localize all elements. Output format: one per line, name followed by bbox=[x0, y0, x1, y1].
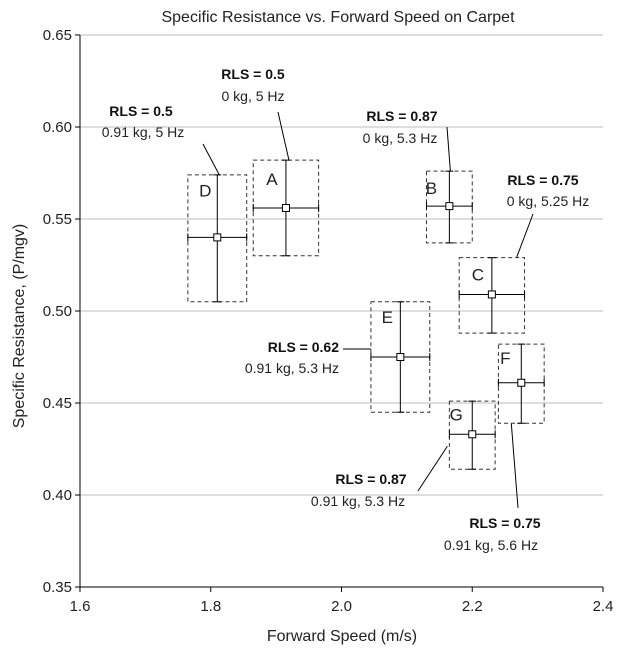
leader-line-G bbox=[417, 446, 448, 492]
chart-title: Specific Resistance vs. Forward Speed on… bbox=[161, 9, 515, 26]
y-tick-label: 0.55 bbox=[43, 211, 72, 228]
y-tick-label: 0.40 bbox=[43, 487, 72, 504]
point-letter-C: C bbox=[472, 265, 484, 284]
rls-label-B: RLS = 0.87 bbox=[366, 108, 437, 124]
x-tick-label: 2.2 bbox=[462, 598, 483, 615]
leader-line-C bbox=[516, 213, 534, 258]
point-marker-E bbox=[396, 353, 405, 361]
annotations: RLS = 0.5 0 kg, 5 Hz RLS = 0.87 0 kg, 5.3 H… bbox=[102, 66, 590, 553]
rls-label-A: RLS = 0.5 bbox=[221, 66, 285, 82]
point-letter-F: F bbox=[500, 349, 510, 368]
point-marker-F bbox=[517, 378, 526, 387]
y-tick-labels: 0.35 0.40 0.45 0.50 0.55 0.60 0.65 bbox=[43, 27, 72, 596]
y-tick-label: 0.35 bbox=[43, 579, 72, 596]
point-letter-D: D bbox=[199, 181, 211, 200]
conditions-label-B: 0 kg, 5.3 Hz bbox=[363, 130, 438, 146]
x-tick-label: 1.6 bbox=[70, 598, 91, 615]
grid-lines bbox=[80, 34, 603, 496]
conditions-label-C: 0 kg, 5.25 Hz bbox=[507, 193, 590, 209]
y-tick-label: 0.45 bbox=[43, 395, 72, 412]
point-marker-B bbox=[445, 202, 454, 211]
point-letter-A: A bbox=[266, 170, 278, 189]
point-marker-A bbox=[281, 203, 290, 212]
x-tick-labels: 1.6 1.8 2.0 2.2 2.4 bbox=[70, 598, 614, 615]
point-letter-G: G bbox=[450, 405, 463, 424]
y-tick-label: 0.60 bbox=[43, 119, 72, 136]
rls-label-E: RLS = 0.62 bbox=[268, 339, 339, 355]
point-marker-G bbox=[468, 430, 477, 439]
leader-line-D bbox=[202, 143, 220, 176]
data-points: A B C D E F G bbox=[187, 159, 545, 470]
x-tick-label: 2.4 bbox=[593, 598, 614, 615]
y-axis-label: Specific Resistance, (P/mgv) bbox=[11, 224, 28, 429]
conditions-label-F: 0.91 kg, 5.6 Hz bbox=[444, 537, 538, 553]
y-tick-label: 0.65 bbox=[43, 27, 72, 44]
leader-line-F bbox=[510, 423, 519, 509]
rls-label-C: RLS = 0.75 bbox=[507, 172, 578, 188]
leader-line-B bbox=[446, 126, 451, 172]
rls-label-G: RLS = 0.87 bbox=[335, 471, 406, 487]
annotation-leaders bbox=[202, 111, 534, 509]
x-axis-label: Forward Speed (m/s) bbox=[267, 628, 417, 645]
point-letter-B: B bbox=[426, 179, 437, 198]
point-marker-D bbox=[213, 233, 222, 242]
conditions-label-E: 0.91 kg, 5.3 Hz bbox=[245, 360, 339, 376]
conditions-label-G: 0.91 kg, 5.3 Hz bbox=[311, 493, 405, 509]
x-tick-label: 1.8 bbox=[200, 598, 221, 615]
axes bbox=[75, 34, 604, 592]
x-tick-label: 2.0 bbox=[331, 598, 352, 615]
conditions-label-A: 0 kg, 5 Hz bbox=[221, 88, 284, 104]
point-letter-E: E bbox=[382, 308, 393, 327]
rls-label-F: RLS = 0.75 bbox=[469, 515, 540, 531]
conditions-label-D: 0.91 kg, 5 Hz bbox=[102, 124, 185, 140]
rls-label-D: RLS = 0.5 bbox=[109, 103, 173, 119]
y-tick-label: 0.50 bbox=[43, 303, 72, 320]
leader-line-A bbox=[277, 111, 290, 161]
point-marker-C bbox=[487, 290, 496, 299]
